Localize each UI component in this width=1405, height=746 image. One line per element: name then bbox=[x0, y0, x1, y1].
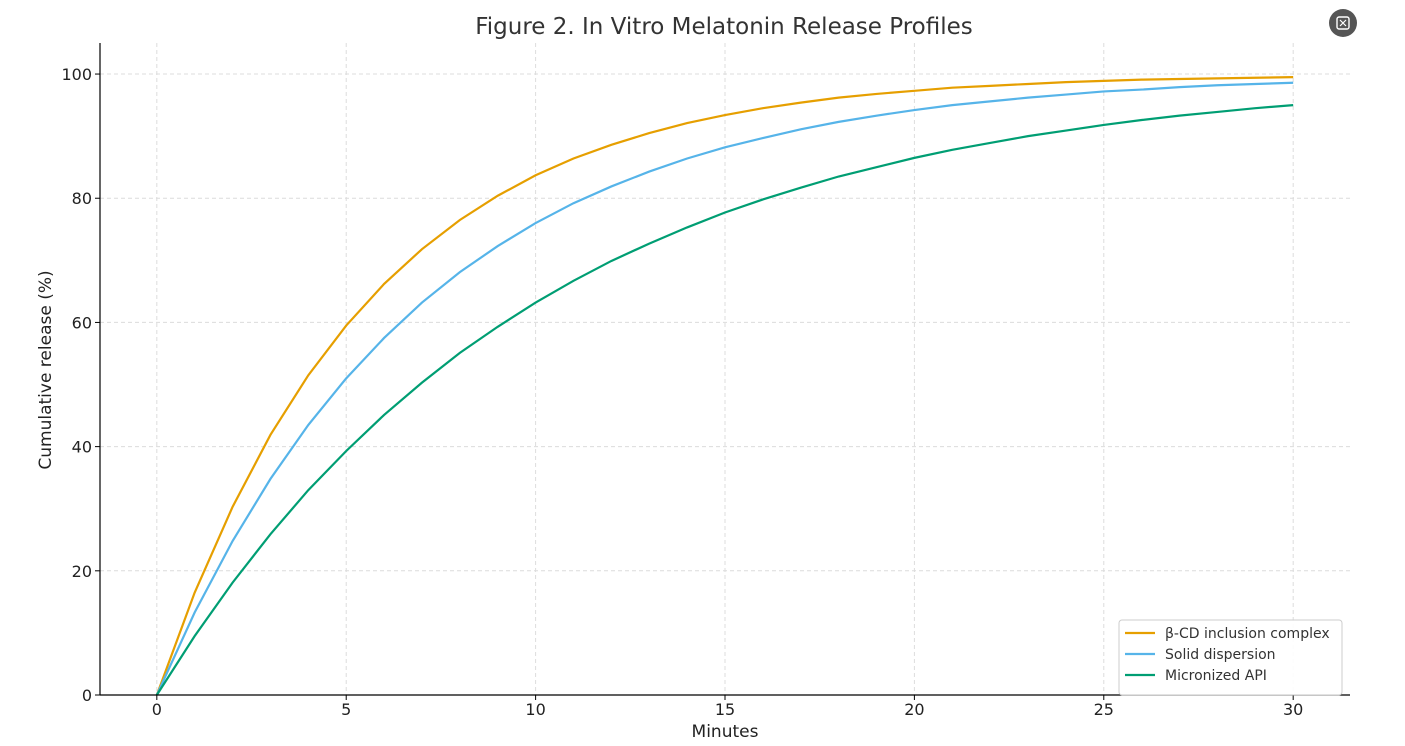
y-tick-label-0: 0 bbox=[82, 686, 92, 705]
x-tick-label-4: 20 bbox=[904, 700, 924, 719]
x-tick-label-0: 0 bbox=[152, 700, 162, 719]
y-tick-label-3: 60 bbox=[72, 313, 92, 332]
legend-frame bbox=[1118, 619, 1343, 696]
legend-label-1: Solid dispersion bbox=[1165, 647, 1276, 663]
x-tick-label-5: 25 bbox=[1094, 700, 1114, 719]
y-tick-label-4: 80 bbox=[72, 189, 92, 208]
chart-title: Figure 2. In Vitro Melatonin Release Pro… bbox=[475, 14, 973, 40]
x-tick-label-3: 15 bbox=[715, 700, 735, 719]
legend-label-2: Micronized API bbox=[1165, 668, 1267, 684]
y-tick-label-2: 40 bbox=[72, 438, 92, 457]
series-line-2 bbox=[155, 104, 1294, 696]
tick-labels: 0 5 10 15 20 25 30 0 20 40 60 80 100 bbox=[61, 65, 1303, 719]
series-line-0 bbox=[155, 76, 1294, 696]
y-tick-label-1: 20 bbox=[72, 562, 92, 581]
expand-button[interactable] bbox=[1329, 9, 1357, 37]
x-tick-label-2: 10 bbox=[525, 700, 545, 719]
x-tick-label-1: 5 bbox=[341, 700, 351, 719]
legend-label-0: β-CD inclusion complex bbox=[1165, 626, 1330, 642]
series-lines bbox=[155, 76, 1294, 696]
legend: β-CD inclusion complex Solid dispersion Mi… bbox=[1118, 619, 1343, 696]
grid bbox=[100, 43, 1350, 696]
y-tick-label-5: 100 bbox=[61, 65, 92, 84]
expand-icon bbox=[1336, 16, 1350, 30]
series-line-1 bbox=[155, 81, 1294, 696]
x-axis-label: Minutes bbox=[692, 722, 759, 742]
y-axis-label: Cumulative release (%) bbox=[36, 270, 56, 469]
x-tick-label-6: 30 bbox=[1283, 700, 1303, 719]
